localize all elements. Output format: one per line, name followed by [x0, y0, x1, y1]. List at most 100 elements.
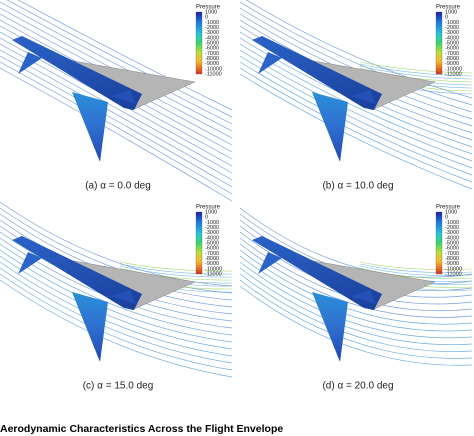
streamline	[0, 61, 233, 195]
vortex-line	[359, 263, 473, 273]
panel: Pressure10000-1000-2000-3000-4000-5000-6…	[239, 0, 473, 192]
colorbar-tick-label: -9000	[445, 61, 459, 67]
colorbar-tick-label: -3000	[445, 230, 459, 236]
colorbar-tick-label: -1000	[445, 20, 459, 26]
tail-fin	[350, 90, 376, 104]
vortex-line	[359, 261, 473, 270]
colorbar-tick-label: -7000	[205, 51, 219, 57]
streamline	[0, 273, 233, 371]
streamline	[0, 67, 233, 202]
colorbar-tick-label: -8000	[205, 256, 219, 262]
colorbar-tick-label: -8000	[205, 56, 219, 62]
tail-fin	[350, 290, 376, 304]
colorbar-title: Pressure	[436, 205, 461, 211]
streamline	[17, 0, 233, 111]
colorbar-tick-label: -4000	[445, 35, 459, 41]
canard	[258, 52, 282, 74]
colorbar-tick-label: -9000	[205, 61, 219, 67]
vortex-line	[359, 63, 473, 77]
streamline	[239, 73, 473, 190]
panel-caption: (d) α = 20.0 deg	[322, 381, 393, 392]
colorbar-tick-label: -5000	[205, 40, 219, 46]
colorbar-tick-label: -3000	[205, 230, 219, 236]
colorbar-tick-label: -11000	[205, 271, 222, 277]
streamline	[239, 267, 473, 345]
colorbar-tick-label: -5000	[445, 240, 459, 246]
streamline	[239, 55, 473, 169]
streamline	[239, 207, 473, 278]
colorbar-tick-label: -9000	[205, 261, 219, 267]
colorbar	[195, 11, 203, 75]
colorbar-title: Pressure	[196, 205, 221, 211]
streamline	[239, 279, 473, 359]
streamline	[239, 255, 473, 332]
vortex-line	[119, 267, 233, 281]
streamline	[0, 55, 233, 188]
colorbar-tick-label: -10000	[205, 266, 222, 272]
fuselage	[12, 36, 142, 110]
colorbar-tick-label: -4000	[205, 35, 219, 41]
streamline	[0, 1, 233, 125]
colorbar-tick-label: -6000	[205, 246, 219, 252]
colorbar-tick-label: -3000	[445, 30, 459, 36]
colorbar-tick-label: -5000	[445, 40, 459, 46]
colorbar-tick-label: -9000	[445, 261, 459, 267]
ventral-fin	[312, 92, 348, 162]
panel: Pressure10000-1000-2000-3000-4000-5000-6…	[0, 201, 233, 392]
streamline	[0, 207, 233, 294]
streamline	[0, 261, 233, 357]
streamline	[239, 67, 473, 183]
colorbar-tick-label: -2000	[445, 225, 459, 231]
colorbar-tick-label: -1000	[205, 20, 219, 26]
colorbar-tick-label: -10000	[445, 66, 462, 72]
canard	[18, 52, 42, 74]
colorbar-tick-label: -8000	[445, 56, 459, 62]
colorbar-tick-label: 1000	[445, 209, 457, 215]
colorbar	[195, 211, 203, 275]
fuselage	[252, 36, 382, 110]
vortex-line	[119, 265, 233, 278]
colorbar	[435, 211, 443, 275]
colorbar-tick-label: -6000	[445, 46, 459, 52]
colorbar-tick-label: -5000	[205, 240, 219, 246]
streamline	[239, 273, 473, 352]
colorbar-tick-label: 1000	[205, 209, 217, 215]
colorbar-title: Pressure	[196, 5, 221, 11]
streamline	[0, 255, 233, 350]
streamline	[239, 249, 473, 325]
tail-fin	[110, 290, 136, 304]
colorbar-tick-label: -11000	[205, 71, 222, 77]
ventral-fin	[72, 92, 108, 162]
panel-caption: (a) α = 0.0 deg	[85, 181, 151, 192]
colorbar-tick-label: -7000	[445, 51, 459, 57]
panel: Pressure10000-1000-2000-3000-4000-5000-6…	[0, 0, 233, 202]
panel-caption: (c) α = 15.0 deg	[83, 381, 154, 392]
vortex-line	[359, 267, 473, 279]
vortex-line	[359, 61, 473, 74]
colorbar-tick-label: -1000	[205, 220, 219, 226]
streamline	[0, 249, 233, 343]
streamline	[239, 285, 473, 366]
colorbar-tick-label: 0	[445, 215, 448, 221]
colorbar-tick-label: -3000	[205, 30, 219, 36]
colorbar-tick-label: 0	[445, 15, 448, 21]
fuselage	[252, 236, 382, 310]
colorbar-tick-label: 1000	[205, 9, 217, 15]
colorbar	[435, 11, 443, 75]
streamline	[0, 279, 233, 378]
colorbar-tick-label: 0	[205, 215, 208, 221]
canard	[18, 252, 42, 274]
streamline	[245, 0, 473, 99]
colorbar-tick-label: -6000	[445, 246, 459, 252]
panel-caption: (b) α = 10.0 deg	[322, 181, 393, 192]
colorbar-tick-label: -11000	[445, 71, 462, 77]
colorbar-tick-label: -10000	[445, 266, 462, 272]
colorbar-tick-label: -4000	[205, 235, 219, 241]
vortex-line	[119, 261, 233, 272]
fuselage	[12, 236, 142, 310]
colorbar-tick-label: -7000	[445, 251, 459, 257]
ventral-fin	[312, 292, 348, 362]
vortex-line	[359, 65, 473, 80]
colorbar-tick-label: -11000	[445, 271, 462, 277]
